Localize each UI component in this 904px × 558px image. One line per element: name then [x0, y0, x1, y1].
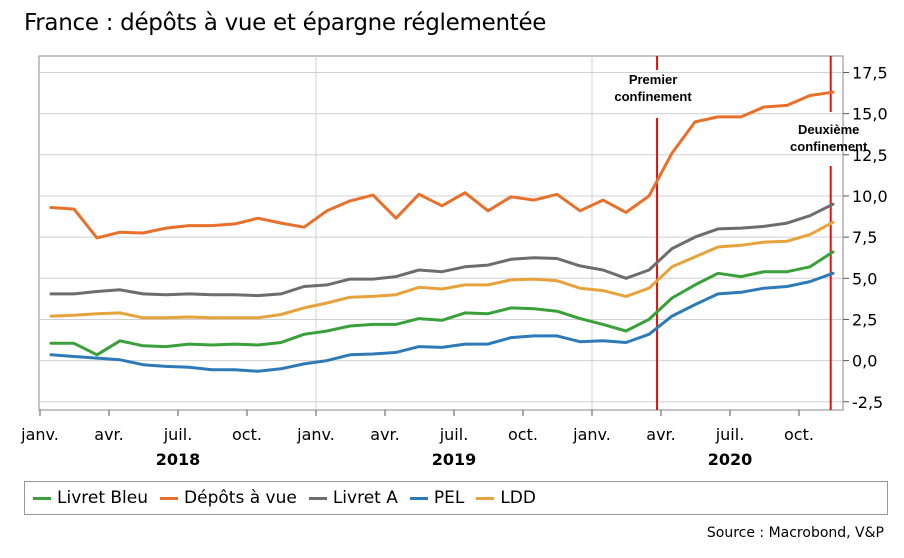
legend-item: Livret A	[308, 488, 398, 508]
legend-item: PEL	[409, 488, 465, 508]
ytick-label: -2,5	[852, 393, 883, 412]
chart-legend: Livret Bleu Dépôts à vue Livret A PEL LDD	[24, 481, 888, 515]
xtick-label: juil.	[439, 425, 469, 444]
legend-label: PEL	[433, 488, 465, 508]
ytick-label: 10,0	[852, 187, 888, 206]
ytick-label: 0,0	[852, 352, 877, 371]
ytick-label: 5,0	[852, 269, 877, 288]
legend-item: Dépôts à vue	[160, 488, 297, 508]
legend-label: Dépôts à vue	[184, 488, 297, 508]
chart-title: France : dépôts à vue et épargne régleme…	[24, 10, 547, 36]
ytick-label: 15,0	[852, 105, 888, 124]
legend-item: Livret Bleu	[33, 488, 148, 508]
legend-swatch	[33, 496, 51, 500]
xaxis-year-label: 2020	[708, 450, 753, 469]
legend-swatch	[409, 496, 428, 500]
confinement-label: confinement	[790, 139, 868, 154]
xtick-label: oct.	[784, 425, 814, 444]
ytick-label: 7,5	[852, 228, 877, 247]
legend-label: Livret A	[332, 488, 398, 508]
xtick-label: oct.	[232, 425, 262, 444]
ytick-label: 12,5	[852, 146, 888, 165]
xtick-label: avr.	[94, 425, 123, 444]
xtick-label: juil.	[715, 425, 745, 444]
series-line-ldd	[49, 220, 835, 320]
xtick-label: avr.	[646, 425, 675, 444]
xaxis-year-label: 2018	[156, 450, 201, 469]
legend-item: LDD	[476, 488, 536, 508]
xtick-label: janv.	[20, 425, 59, 444]
series-line-livret-bleu	[49, 250, 835, 357]
confinement-label: confinement	[614, 89, 692, 104]
xtick-label: juil.	[163, 425, 193, 444]
legend-label: Livret Bleu	[57, 488, 149, 508]
xtick-label: janv.	[572, 425, 611, 444]
plot-frame	[38, 55, 844, 411]
source-note: Source : Macrobond, V&P	[706, 525, 884, 541]
series-line-livret-a	[49, 202, 835, 298]
legend-swatch	[476, 496, 495, 500]
xtick-label: oct.	[508, 425, 538, 444]
legend-swatch	[160, 496, 179, 500]
ytick-label: 17,5	[852, 63, 888, 82]
legend-label: LDD	[500, 488, 536, 508]
xtick-label: avr.	[370, 425, 399, 444]
confinement-label: Deuxième	[798, 122, 859, 137]
series-line-d-p-ts-vue	[49, 90, 835, 240]
chart-plot: Premier confinement Deuxième confinement 17…	[20, 55, 888, 469]
ytick-label: 2,5	[852, 310, 877, 329]
confinement-label: Premier	[629, 72, 677, 87]
xaxis-year-label: 2019	[432, 450, 477, 469]
series-line-pel	[49, 271, 835, 373]
xtick-label: janv.	[296, 425, 335, 444]
legend-swatch	[308, 496, 327, 500]
